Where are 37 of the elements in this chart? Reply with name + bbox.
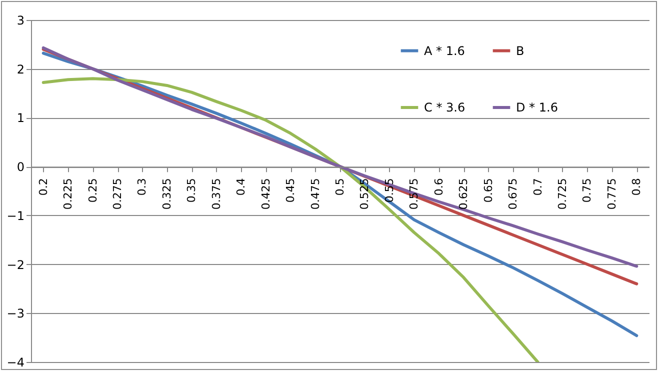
x-tick-label: 0.525 xyxy=(358,178,372,210)
y-tick-label: −2 xyxy=(6,258,24,272)
legend-label: B xyxy=(516,44,524,58)
x-tick-label: 0.5 xyxy=(334,178,346,196)
x-tick-label: 0.275 xyxy=(111,178,124,210)
x-tick-label: 0.65 xyxy=(482,178,495,203)
x-tick-label: 0.575 xyxy=(408,178,421,210)
legend-label: D * 1.6 xyxy=(516,100,558,114)
x-tick-label: 0.2 xyxy=(36,178,50,196)
x-tick-label: 0.8 xyxy=(630,178,644,196)
y-tick-label: 1 xyxy=(16,111,24,126)
x-tick-label: 0.425 xyxy=(259,178,272,210)
x-tick-label: 0.675 xyxy=(506,178,520,210)
x-tick-label: 0.775 xyxy=(605,178,618,210)
x-tick-label: 0.325 xyxy=(160,178,174,210)
x-tick-label: 0.625 xyxy=(457,178,470,210)
x-tick-label: 0.475 xyxy=(308,178,322,210)
x-tick-label: 0.6 xyxy=(432,178,446,196)
y-tick-label: −3 xyxy=(6,306,24,321)
x-tick-label: 0.7 xyxy=(531,178,544,196)
x-tick-label: 0.25 xyxy=(86,178,100,203)
y-tick-label: −4 xyxy=(6,356,24,370)
x-tick-label: 0.725 xyxy=(556,178,569,210)
legend-label: C * 3.6 xyxy=(424,100,466,114)
y-tick-label: 2 xyxy=(16,62,24,76)
legend-label: A * 1.6 xyxy=(424,44,465,58)
x-tick-label: 0.45 xyxy=(284,178,298,203)
x-tick-label: 0.375 xyxy=(210,178,223,210)
x-tick-label: 0.35 xyxy=(185,178,198,203)
x-tick-label: 0.225 xyxy=(62,178,75,210)
y-tick-label: 3 xyxy=(16,14,24,28)
x-tick-label: 0.55 xyxy=(382,178,396,203)
x-tick-label: 0.3 xyxy=(136,178,149,196)
x-tick-label: 0.75 xyxy=(580,178,594,203)
y-tick-label: 0 xyxy=(16,160,24,174)
x-tick-label: 0.4 xyxy=(234,178,248,196)
y-tick-label: −1 xyxy=(6,208,24,223)
